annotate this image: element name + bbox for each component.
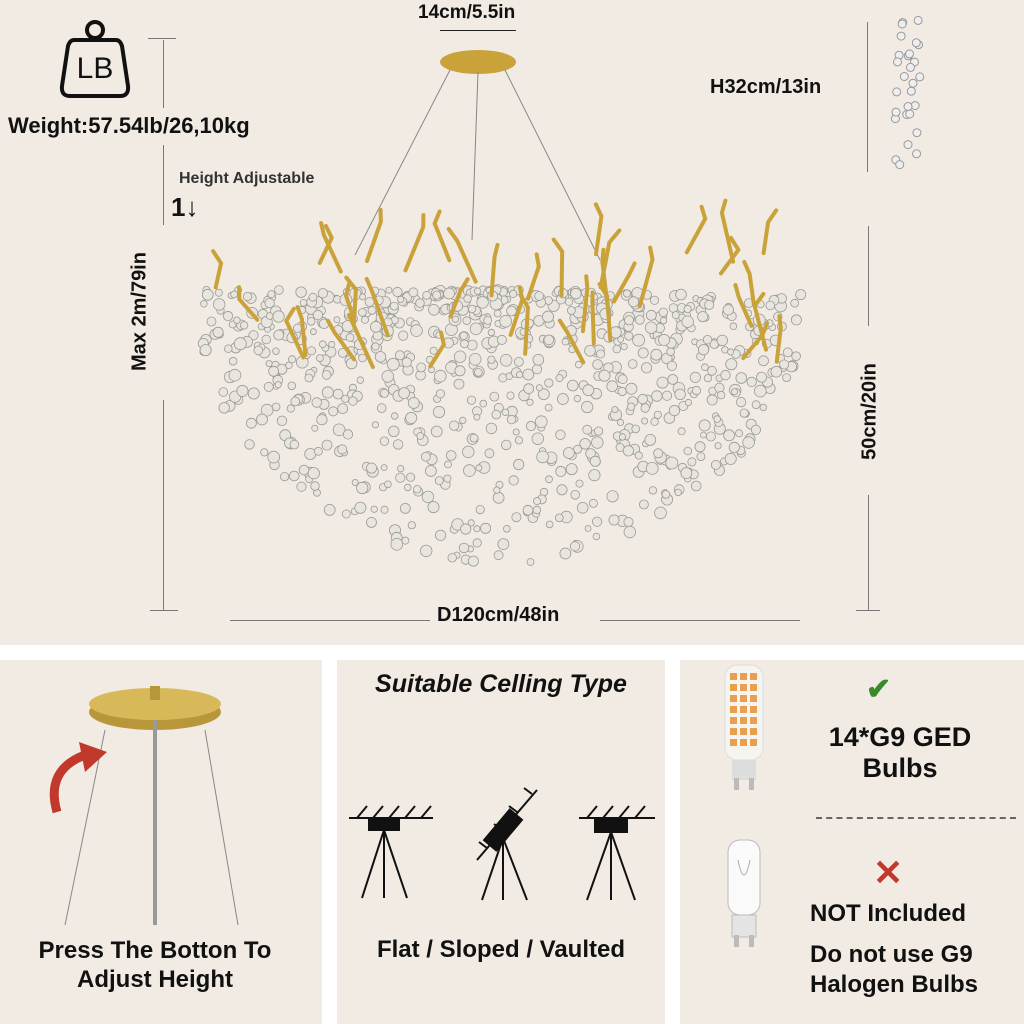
not-included-label: NOT Included (810, 900, 966, 927)
canopy-image (64, 686, 239, 926)
divider (816, 817, 1016, 819)
weight-icon-text: LB (76, 52, 114, 85)
adjust-caption-line1: Press The Botton To (38, 937, 272, 964)
chandelier-image (197, 15, 925, 567)
adjust-caption-line2: Adjust Height (77, 966, 233, 993)
height-adjustable-label: Height Adjustable (179, 170, 315, 187)
bulbs-panel: ✔ 14*G9 GED Bulbs ✕ NOT Included Do not … (680, 660, 1024, 1024)
check-icon: ✔ (866, 673, 892, 706)
cross-icon: ✕ (873, 852, 904, 893)
warning-line2: Halogen Bulbs (810, 971, 979, 998)
included-bulbs-line2: Bulbs (862, 753, 938, 783)
product-dimensions-panel: LB Weight:57.54lb/26,10kg Height Adjusta… (0, 0, 1024, 645)
crystal-height-label: H32cm/13in (710, 76, 822, 98)
canopy-width-label: 14cm/5.5in (418, 2, 516, 23)
weight-lb-icon (59, 20, 131, 98)
led-bulb-image (724, 664, 764, 790)
curved-arrow-icon (49, 742, 107, 814)
ceiling-type-caption: Flat / Sloped / Vaulted (376, 936, 626, 963)
diameter-label: D120cm/48in (437, 604, 560, 626)
warning-line1: Do not use G9 (810, 941, 973, 968)
ceiling-types-icon (349, 787, 655, 901)
up-down-arrow-icon: 1↓ (171, 192, 199, 222)
ceiling-type-title: Suitable Celling Type (375, 670, 627, 698)
ceiling-type-panel: Suitable Celling Type Flat / Sloped / Va… (337, 660, 665, 1024)
weight-label: Weight:57.54lb/26,10kg (8, 113, 250, 138)
adjust-height-panel: Press The Botton To Adjust Height (0, 660, 322, 1024)
included-bulbs-line1: 14*G9 GED (828, 722, 972, 752)
halogen-bulb-image (727, 839, 761, 947)
